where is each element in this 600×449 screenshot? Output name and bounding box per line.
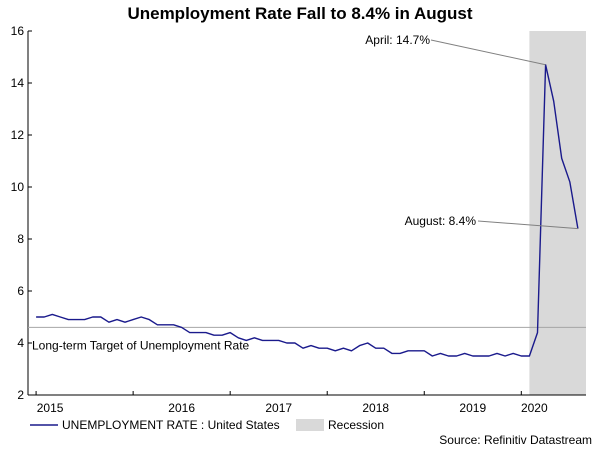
recession-band <box>529 31 586 395</box>
source-note: Source: Refinitiv Datastream <box>439 433 592 447</box>
x-tick-label: 2016 <box>168 401 195 415</box>
x-tick-label: 2017 <box>265 401 292 415</box>
y-tick-label: 6 <box>17 284 24 298</box>
annotation-label: August: 8.4% <box>405 214 477 228</box>
legend-recession-label: Recession <box>328 418 384 432</box>
x-tick-label: 2018 <box>362 401 389 415</box>
x-tick-label: 2019 <box>459 401 486 415</box>
legend-recession-swatch <box>296 419 324 431</box>
target-reference-label: Long-term Target of Unemployment Rate <box>32 338 250 352</box>
y-tick-label: 2 <box>17 388 24 402</box>
x-tick-label: 2015 <box>37 401 64 415</box>
y-tick-label: 12 <box>11 128 25 142</box>
y-tick-label: 16 <box>11 24 25 38</box>
chart-title: Unemployment Rate Fall to 8.4% in August <box>127 4 472 23</box>
legend-series-label: UNEMPLOYMENT RATE : United States <box>62 418 280 432</box>
annotation-leader-line <box>477 220 578 230</box>
y-tick-label: 8 <box>17 232 24 246</box>
y-tick-label: 14 <box>11 76 25 90</box>
y-tick-label: 10 <box>11 180 25 194</box>
y-tick-label: 4 <box>17 336 24 350</box>
x-tick-label: 2020 <box>521 401 548 415</box>
annotation-leader-line <box>430 39 546 66</box>
annotation-label: April: 14.7% <box>365 33 430 47</box>
plot-area: 2 4 6 8 10 12 14 16 2015 2016 2017 2018 2019 2020 Long… <box>11 24 586 415</box>
unemployment-rate-line <box>36 64 579 357</box>
